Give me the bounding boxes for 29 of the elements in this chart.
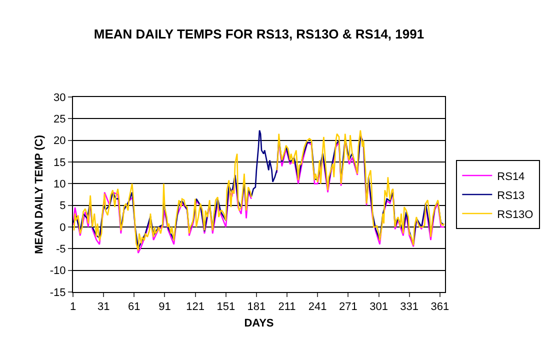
y-tick-label: 5	[60, 200, 66, 212]
y-axis-title: MEAN DAILY TEMP (C)	[34, 134, 46, 254]
x-tick-label: 301	[370, 301, 388, 314]
x-tick-label: 31	[97, 301, 110, 314]
x-tick-label: 331	[400, 301, 419, 314]
x-tick-label: 1	[70, 301, 76, 314]
x-tick-label: 211	[278, 301, 296, 314]
x-tick-label: 151	[216, 301, 236, 314]
x-tick-label: 121	[186, 301, 204, 314]
x-tick-label: 91	[158, 301, 171, 314]
x-tick-label: 181	[247, 301, 266, 314]
legend-label: RS13O	[497, 208, 534, 221]
y-tick-label: -5	[56, 244, 66, 256]
y-tick-label: 15	[54, 156, 66, 169]
y-tick-label: -15	[50, 286, 66, 299]
chart-title: MEAN DAILY TEMPS FOR RS13, RS13O & RS14, 1991	[94, 26, 424, 42]
y-tick-label: 10	[54, 178, 66, 191]
legend-label: RS14	[497, 170, 525, 183]
y-tick-label: -10	[50, 265, 66, 278]
x-tick-label: 271	[339, 301, 358, 314]
y-tick-label: 20	[54, 135, 66, 148]
x-axis-title: DAYS	[244, 317, 274, 330]
y-tick-label: 25	[54, 114, 66, 126]
x-tick-label: 61	[128, 301, 140, 314]
y-tick-label: 30	[54, 92, 66, 104]
legend-label: RS13	[497, 190, 525, 202]
x-tick-label: 361	[430, 301, 450, 314]
x-tick-label: 241	[308, 301, 327, 314]
y-tick-label: 0	[60, 222, 66, 234]
